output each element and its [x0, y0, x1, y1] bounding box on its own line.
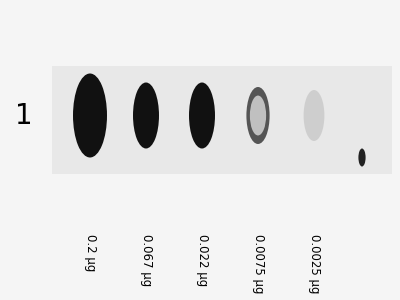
- Text: 1: 1: [15, 101, 33, 130]
- Ellipse shape: [250, 95, 266, 135]
- Ellipse shape: [133, 82, 159, 148]
- Ellipse shape: [358, 148, 366, 166]
- Text: 0.2 μg: 0.2 μg: [84, 234, 96, 272]
- Ellipse shape: [246, 87, 270, 144]
- Text: 0.022 μg: 0.022 μg: [196, 234, 208, 286]
- Ellipse shape: [73, 74, 107, 158]
- Text: 0.0025 μg: 0.0025 μg: [308, 234, 320, 293]
- Ellipse shape: [304, 90, 324, 141]
- Text: 0.0075 μg: 0.0075 μg: [252, 234, 264, 293]
- Bar: [52, 66, 392, 174]
- Ellipse shape: [189, 82, 215, 148]
- Text: 0.067 μg: 0.067 μg: [140, 234, 152, 286]
